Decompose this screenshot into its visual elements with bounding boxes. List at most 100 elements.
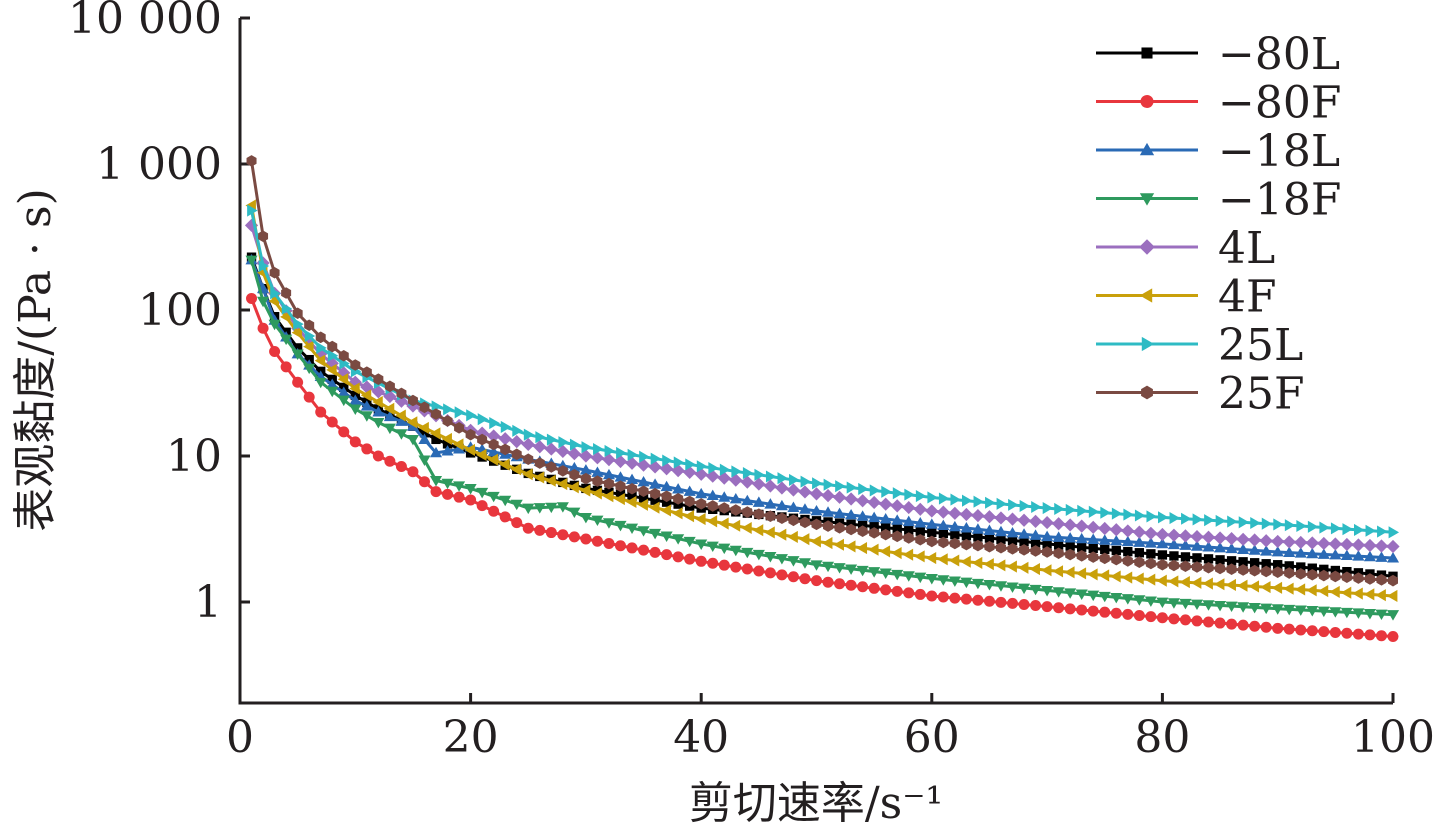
data-point [406,434,419,446]
data-point [337,395,350,407]
data-point [639,450,650,463]
data-point [706,489,719,501]
data-point [1041,530,1054,542]
data-point [602,518,616,529]
data-point [1052,517,1066,531]
data-point [1052,531,1065,542]
data-point [592,475,603,487]
data-point [1283,604,1296,616]
data-point [1121,594,1134,605]
data-point [1040,515,1054,530]
data-point [718,559,730,571]
data-point [1272,566,1283,578]
data-point [603,537,615,549]
data-point [775,554,788,565]
data-point [476,500,488,512]
data-point [419,428,430,438]
data-point [798,533,810,546]
series-line [250,259,1394,617]
data-point [984,533,995,543]
data-point [1306,606,1319,617]
data-point [281,287,292,299]
data-point [429,427,441,440]
data-point [384,455,396,467]
data-point [1098,521,1112,536]
data-point [1340,607,1353,619]
data-point [1099,606,1111,618]
data-point [280,310,291,323]
data-point [291,326,303,339]
data-point [1238,516,1250,529]
data-point [869,521,879,532]
data-point [915,489,927,503]
data-point [246,292,258,304]
data-point [500,420,512,433]
data-point [903,587,915,599]
data-point [915,526,925,536]
data-point [1053,540,1064,550]
legend-item: −80L [1096,29,1340,80]
data-point [627,448,639,461]
data-point [902,500,916,515]
data-point [1019,544,1030,556]
data-point [1296,519,1307,533]
data-point [1179,539,1192,550]
data-point [845,579,857,591]
data-point [1317,585,1329,598]
data-point [1307,568,1318,581]
data-point [511,448,522,461]
data-point [845,540,856,553]
data-point [811,575,822,587]
data-point [1098,534,1111,545]
data-point [904,525,914,535]
data-point [1317,536,1331,551]
data-point [742,506,753,518]
data-point [730,561,742,573]
data-point [395,429,408,440]
data-point [1064,566,1075,579]
data-point [1179,576,1190,589]
data-point [1167,528,1181,542]
data-point [1169,551,1179,561]
data-point [1030,538,1041,548]
data-point [1190,576,1202,589]
data-point [1237,579,1248,592]
data-point [787,530,798,543]
series-layer [244,155,1400,643]
data-point [927,527,937,538]
data-point [314,377,327,389]
data-point [835,480,846,493]
data-point [1042,539,1052,549]
data-point [800,475,812,488]
data-point [1260,621,1272,633]
data-point [949,537,960,550]
data-point [799,516,810,529]
data-point [1133,595,1146,606]
data-point [1109,523,1123,537]
data-point [1374,539,1389,553]
data-point [1075,519,1089,533]
data-point [1387,574,1399,587]
data-point [1375,609,1388,621]
data-point [1191,615,1203,627]
data-point [372,417,385,429]
data-point [1365,524,1376,537]
data-point [1191,561,1202,573]
data-point [1098,591,1111,603]
data-point [879,497,893,511]
data-point [892,487,904,500]
data-point [1133,572,1144,585]
data-point [925,551,937,565]
data-point [291,349,304,361]
data-point [845,508,858,520]
data-point [1076,604,1088,616]
data-point [1053,602,1065,614]
data-point [522,468,533,481]
data-point [487,491,500,503]
data-point [752,549,765,561]
data-point [881,523,891,533]
data-point [971,523,984,534]
y-tick-label: 100 [138,285,222,336]
data-point [1215,514,1227,527]
data-point [1168,613,1180,625]
